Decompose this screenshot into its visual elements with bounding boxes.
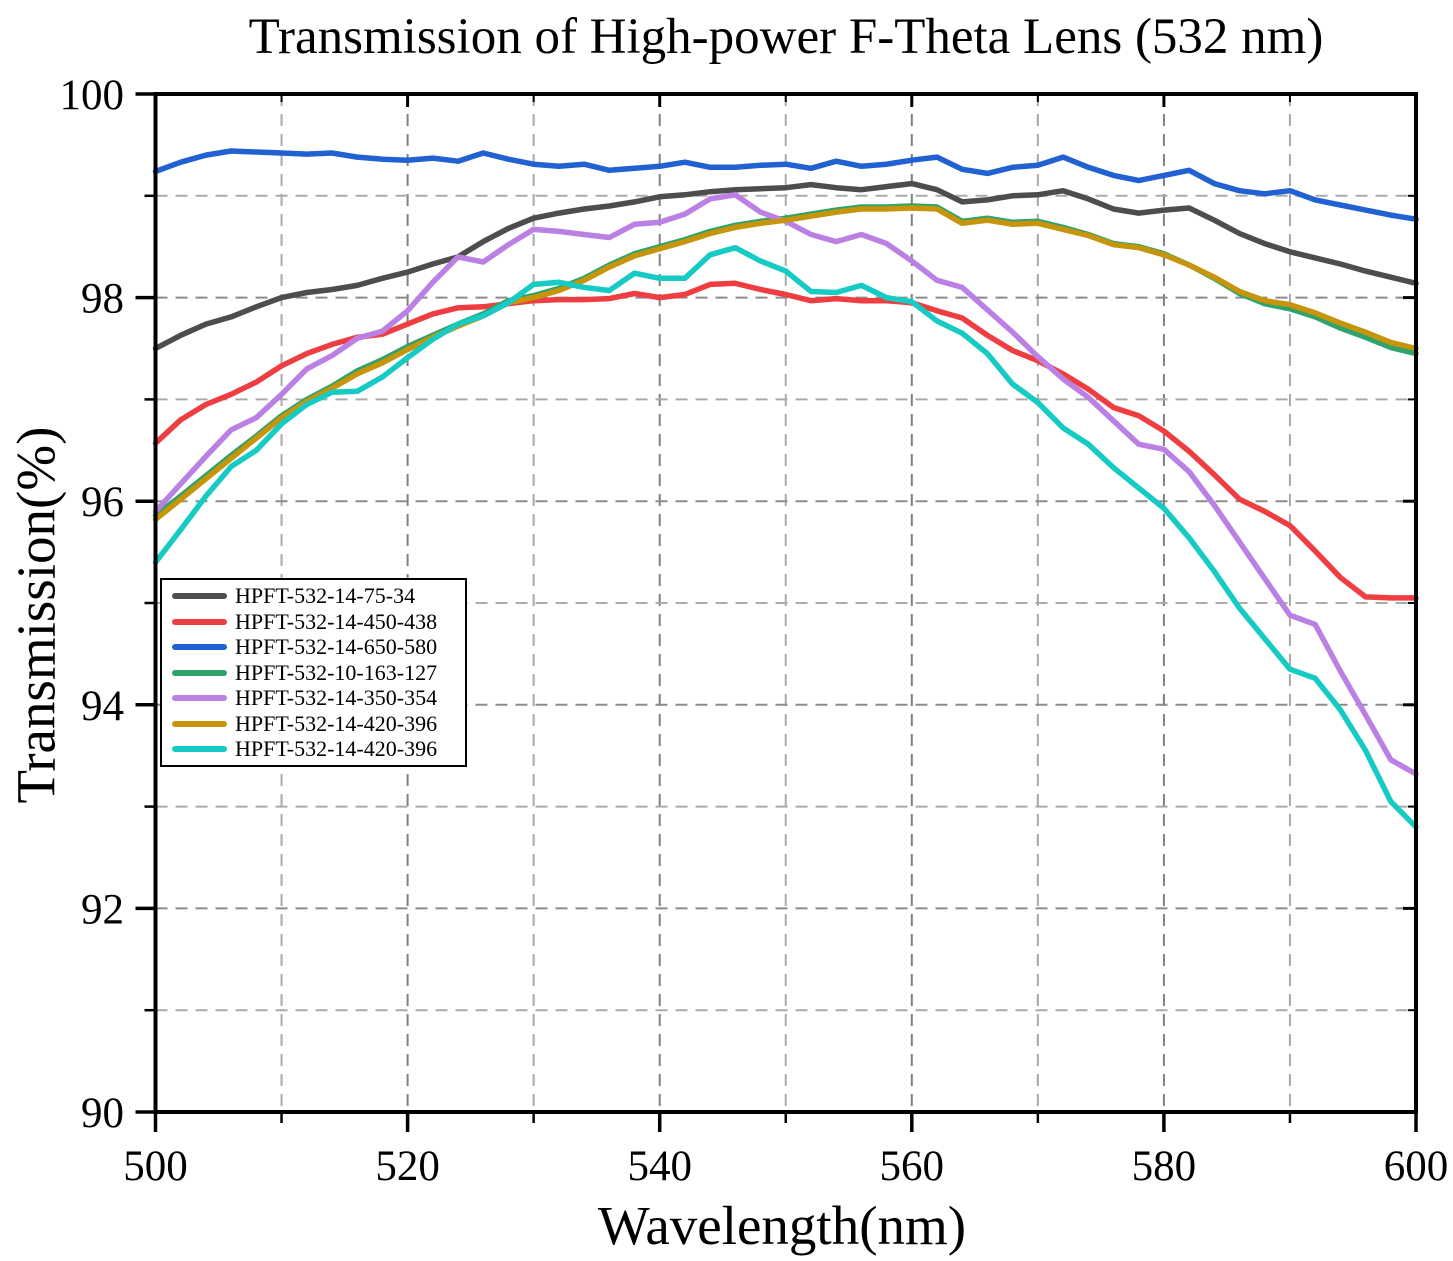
x-tick-label: 600: [1384, 1143, 1449, 1190]
axis-ticks: [135, 92, 1418, 1132]
legend-label: HPFT-532-14-75-34: [235, 583, 416, 608]
series-line-2: [152, 148, 1419, 222]
legend-swatch: [172, 720, 227, 727]
legend-item: HPFT-532-10-163-127: [162, 660, 465, 685]
y-tick-label: 98: [81, 276, 124, 323]
series-line-6: [152, 244, 1419, 830]
legend-label: HPFT-532-14-650-580: [235, 634, 438, 659]
x-tick-label: 540: [627, 1143, 692, 1190]
x-tick-label: 520: [375, 1143, 440, 1190]
series-line-0: [152, 180, 1419, 352]
y-tick-label: 94: [81, 683, 124, 730]
legend-box: HPFT-532-14-75-34 HPFT-532-14-450-438 HPFT…: [160, 578, 467, 767]
legend-swatch: [172, 644, 227, 650]
legend-swatch: [172, 746, 227, 752]
legend-swatch: [172, 593, 227, 599]
x-tick-label: 580: [1132, 1143, 1197, 1190]
legend-item: HPFT-532-14-350-354: [162, 686, 465, 711]
legend-item: HPFT-532-14-75-34: [162, 584, 465, 609]
legend-item: HPFT-532-14-450-438: [162, 609, 465, 634]
legend-label: HPFT-532-14-350-354: [235, 685, 438, 710]
legend-label: HPFT-532-14-450-438: [235, 608, 438, 634]
series-line-5: [152, 205, 1419, 523]
y-axis-label: Transmission(%): [5, 426, 67, 804]
y-tick-label: 100: [60, 72, 125, 119]
legend-swatch: [172, 618, 227, 625]
legend-label: HPFT-532-10-163-127: [235, 659, 438, 685]
legend-item: HPFT-532-14-420-396: [162, 737, 465, 762]
legend-label: HPFT-532-14-420-396: [235, 710, 438, 736]
legend-item: HPFT-532-14-650-580: [162, 635, 465, 660]
data-series: [152, 148, 1419, 830]
x-tick-label: 500: [123, 1143, 188, 1190]
y-tick-label: 96: [81, 479, 124, 526]
y-tick-label: 90: [81, 1090, 124, 1137]
x-axis-label: Wavelength(nm): [597, 1195, 967, 1256]
legend-swatch: [172, 695, 227, 701]
legend-swatch: [172, 669, 227, 676]
tick-labels: 500 520 540 560 580 600 90 92 94 96 98 100: [60, 72, 1449, 1190]
chart-title: Transmission of High-power F-Theta Lens …: [248, 9, 1324, 65]
legend-item: HPFT-532-14-420-396: [162, 711, 465, 736]
legend-label: HPFT-532-14-420-396: [235, 736, 438, 761]
x-tick-label: 560: [880, 1143, 945, 1190]
y-tick-label: 92: [81, 886, 124, 933]
